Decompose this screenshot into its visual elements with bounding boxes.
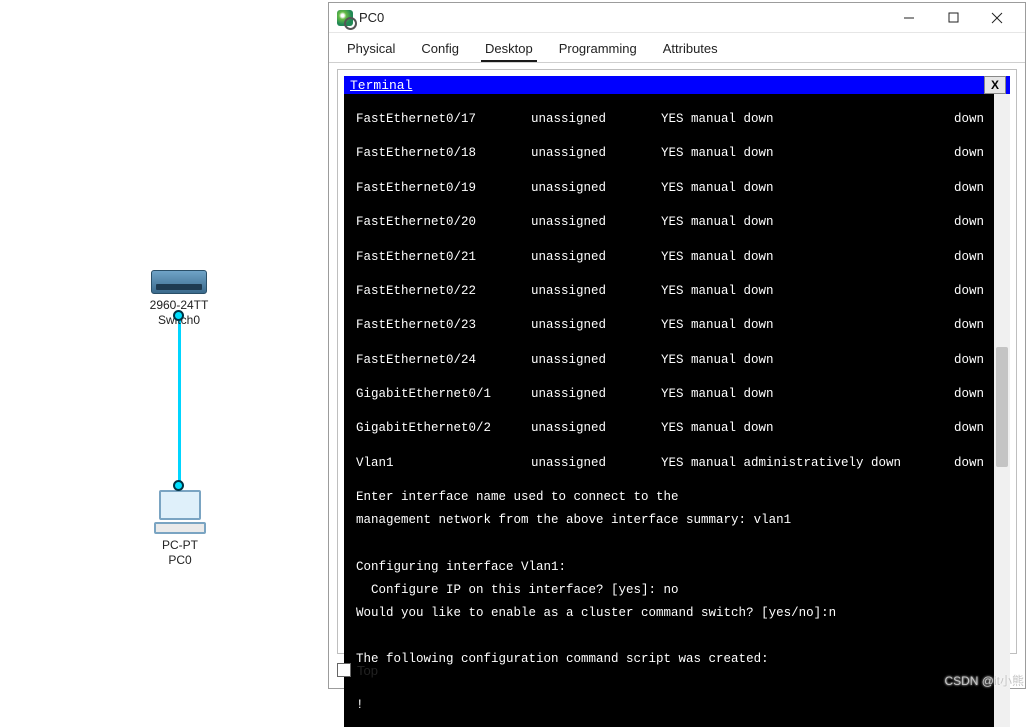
terminal-line: ! [356, 694, 984, 717]
terminal-line [356, 532, 984, 555]
interface-row: GigabitEthernet0/1unassignedYES manual d… [356, 383, 984, 406]
titlebar[interactable]: PC0 [329, 3, 1025, 33]
interface-row: FastEthernet0/21unassignedYES manual dow… [356, 246, 984, 269]
top-checkbox[interactable] [337, 663, 351, 677]
pc-icon [153, 490, 207, 534]
terminal-close-button[interactable]: X [984, 76, 1006, 94]
terminal-line [356, 625, 984, 648]
terminal-line: Enter interface name used to connect to … [356, 486, 984, 509]
watermark: CSDN @it小熊 [944, 672, 1024, 689]
tab-config[interactable]: Config [417, 39, 463, 62]
terminal-line: Would you like to enable as a cluster co… [356, 602, 984, 625]
scrollbar-thumb[interactable] [996, 347, 1008, 467]
interface-row: FastEthernet0/17unassignedYES manual dow… [356, 108, 984, 131]
minimize-button[interactable] [887, 4, 931, 32]
interface-row: FastEthernet0/18unassignedYES manual dow… [356, 142, 984, 165]
interface-row: FastEthernet0/19unassignedYES manual dow… [356, 177, 984, 200]
terminal-output[interactable]: FastEthernet0/17unassignedYES manual dow… [344, 94, 994, 727]
switch-icon [151, 270, 207, 294]
interface-row: GigabitEthernet0/2unassignedYES manual d… [356, 417, 984, 440]
device-pc[interactable]: PC-PT PC0 [130, 490, 230, 568]
app-icon [337, 10, 353, 26]
pc-window: PC0 Physical Config Desktop Programming Attr… [328, 2, 1026, 689]
bottom-bar: Top [337, 658, 1017, 682]
tab-programming[interactable]: Programming [555, 39, 641, 62]
terminal-scrollbar[interactable] [994, 94, 1010, 727]
window-title: PC0 [359, 10, 384, 25]
terminal-line: Configure IP on this interface? [yes]: n… [356, 579, 984, 602]
interface-row: FastEthernet0/24unassignedYES manual dow… [356, 349, 984, 372]
tab-attributes[interactable]: Attributes [659, 39, 722, 62]
tabs: Physical Config Desktop Programming Attribut… [329, 33, 1025, 63]
interface-row: FastEthernet0/22unassignedYES manual dow… [356, 280, 984, 303]
pc-label: PC-PT PC0 [130, 538, 230, 568]
tab-desktop[interactable]: Desktop [481, 39, 537, 62]
top-checkbox-label: Top [357, 663, 378, 678]
terminal-title: Terminal [350, 78, 412, 93]
terminal-header[interactable]: Terminal X [344, 76, 1010, 94]
link-line [178, 316, 181, 484]
link-led-pc [173, 480, 184, 491]
interface-row: Vlan1unassignedYES manual administrative… [356, 452, 984, 475]
close-button[interactable] [975, 4, 1019, 32]
interface-row: FastEthernet0/23unassignedYES manual dow… [356, 314, 984, 337]
tab-physical[interactable]: Physical [343, 39, 399, 62]
terminal-line: Configuring interface Vlan1: [356, 556, 984, 579]
desktop-content: Terminal X FastEthernet0/17unassignedYES… [337, 69, 1017, 654]
terminal-line: management network from the above interf… [356, 509, 984, 532]
maximize-button[interactable] [931, 4, 975, 32]
topology-canvas[interactable]: 2960-24TT Switch0 PC-PT PC0 [0, 0, 330, 691]
interface-row: FastEthernet0/20unassignedYES manual dow… [356, 211, 984, 234]
link-led-switch [173, 310, 184, 321]
